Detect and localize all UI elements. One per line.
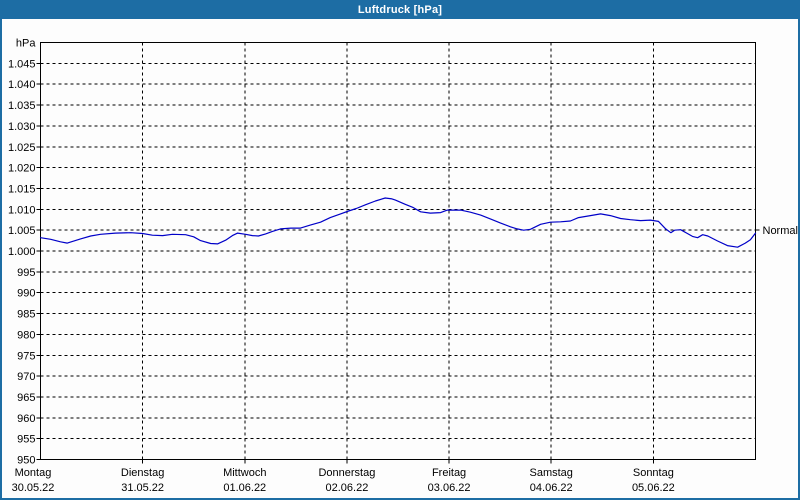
y-tick-label: 985: [17, 309, 35, 321]
x-date-label: 02.06.22: [326, 482, 369, 494]
y-tick-label: 1.030: [8, 121, 36, 133]
x-date-label: 03.06.22: [428, 482, 471, 494]
y-tick-label: 1.040: [8, 79, 36, 91]
x-date-label: 01.06.22: [223, 482, 266, 494]
y-tick-label: 960: [17, 413, 35, 425]
x-day-label: Dienstag: [121, 467, 164, 479]
x-day-label: Sonntag: [633, 467, 674, 479]
y-tick-label: 995: [17, 267, 35, 279]
y-tick-label: 1.005: [8, 225, 36, 237]
x-date-label: 05.06.22: [632, 482, 675, 494]
window-title: Luftdruck [hPa]: [357, 3, 443, 16]
y-tick-label: 1.015: [8, 183, 36, 195]
y-tick-label: 950: [17, 455, 35, 467]
x-day-label: Donnerstag: [318, 467, 375, 479]
window-titlebar: Luftdruck [hPa]: [0, 0, 800, 19]
y-tick-label: 975: [17, 350, 35, 362]
y-tick-label: 970: [17, 371, 35, 383]
y-tick-label: 1.000: [8, 246, 36, 258]
y-tick-label: 1.010: [8, 204, 36, 216]
gridlines: [40, 42, 756, 460]
y-axis-unit-label: hPa: [16, 38, 36, 50]
x-day-label: Mittwoch: [223, 467, 266, 479]
y-tick-label: 1.020: [8, 163, 36, 175]
y-tick-label: 1.025: [8, 142, 36, 154]
x-date-label: 30.05.22: [12, 482, 55, 494]
y-tick-label: 980: [17, 329, 35, 341]
y-tick-label: 1.045: [8, 58, 36, 70]
y-tick-label: 965: [17, 392, 35, 404]
normal-marker: Normal: [755, 225, 798, 237]
y-axis-labels: hPa 950 955 960 965 970 975 980 985 990 995 1.000 1.…: [8, 38, 36, 467]
axis-ticks: [36, 62, 654, 464]
pressure-line: [39, 197, 757, 248]
x-day-label: Samstag: [530, 467, 573, 479]
y-tick-label: 955: [17, 434, 35, 446]
x-date-label: 04.06.22: [530, 482, 573, 494]
y-tick-label: 990: [17, 288, 35, 300]
normal-marker-label: Normal: [763, 225, 798, 237]
x-axis-labels: Montag 30.05.22 Dienstag 31.05.22 Mittwoch 01…: [12, 467, 675, 494]
y-tick-label: 1.035: [8, 100, 36, 112]
x-day-label: Freitag: [432, 467, 466, 479]
x-day-label: Montag: [15, 467, 52, 479]
x-date-label: 31.05.22: [121, 482, 164, 494]
